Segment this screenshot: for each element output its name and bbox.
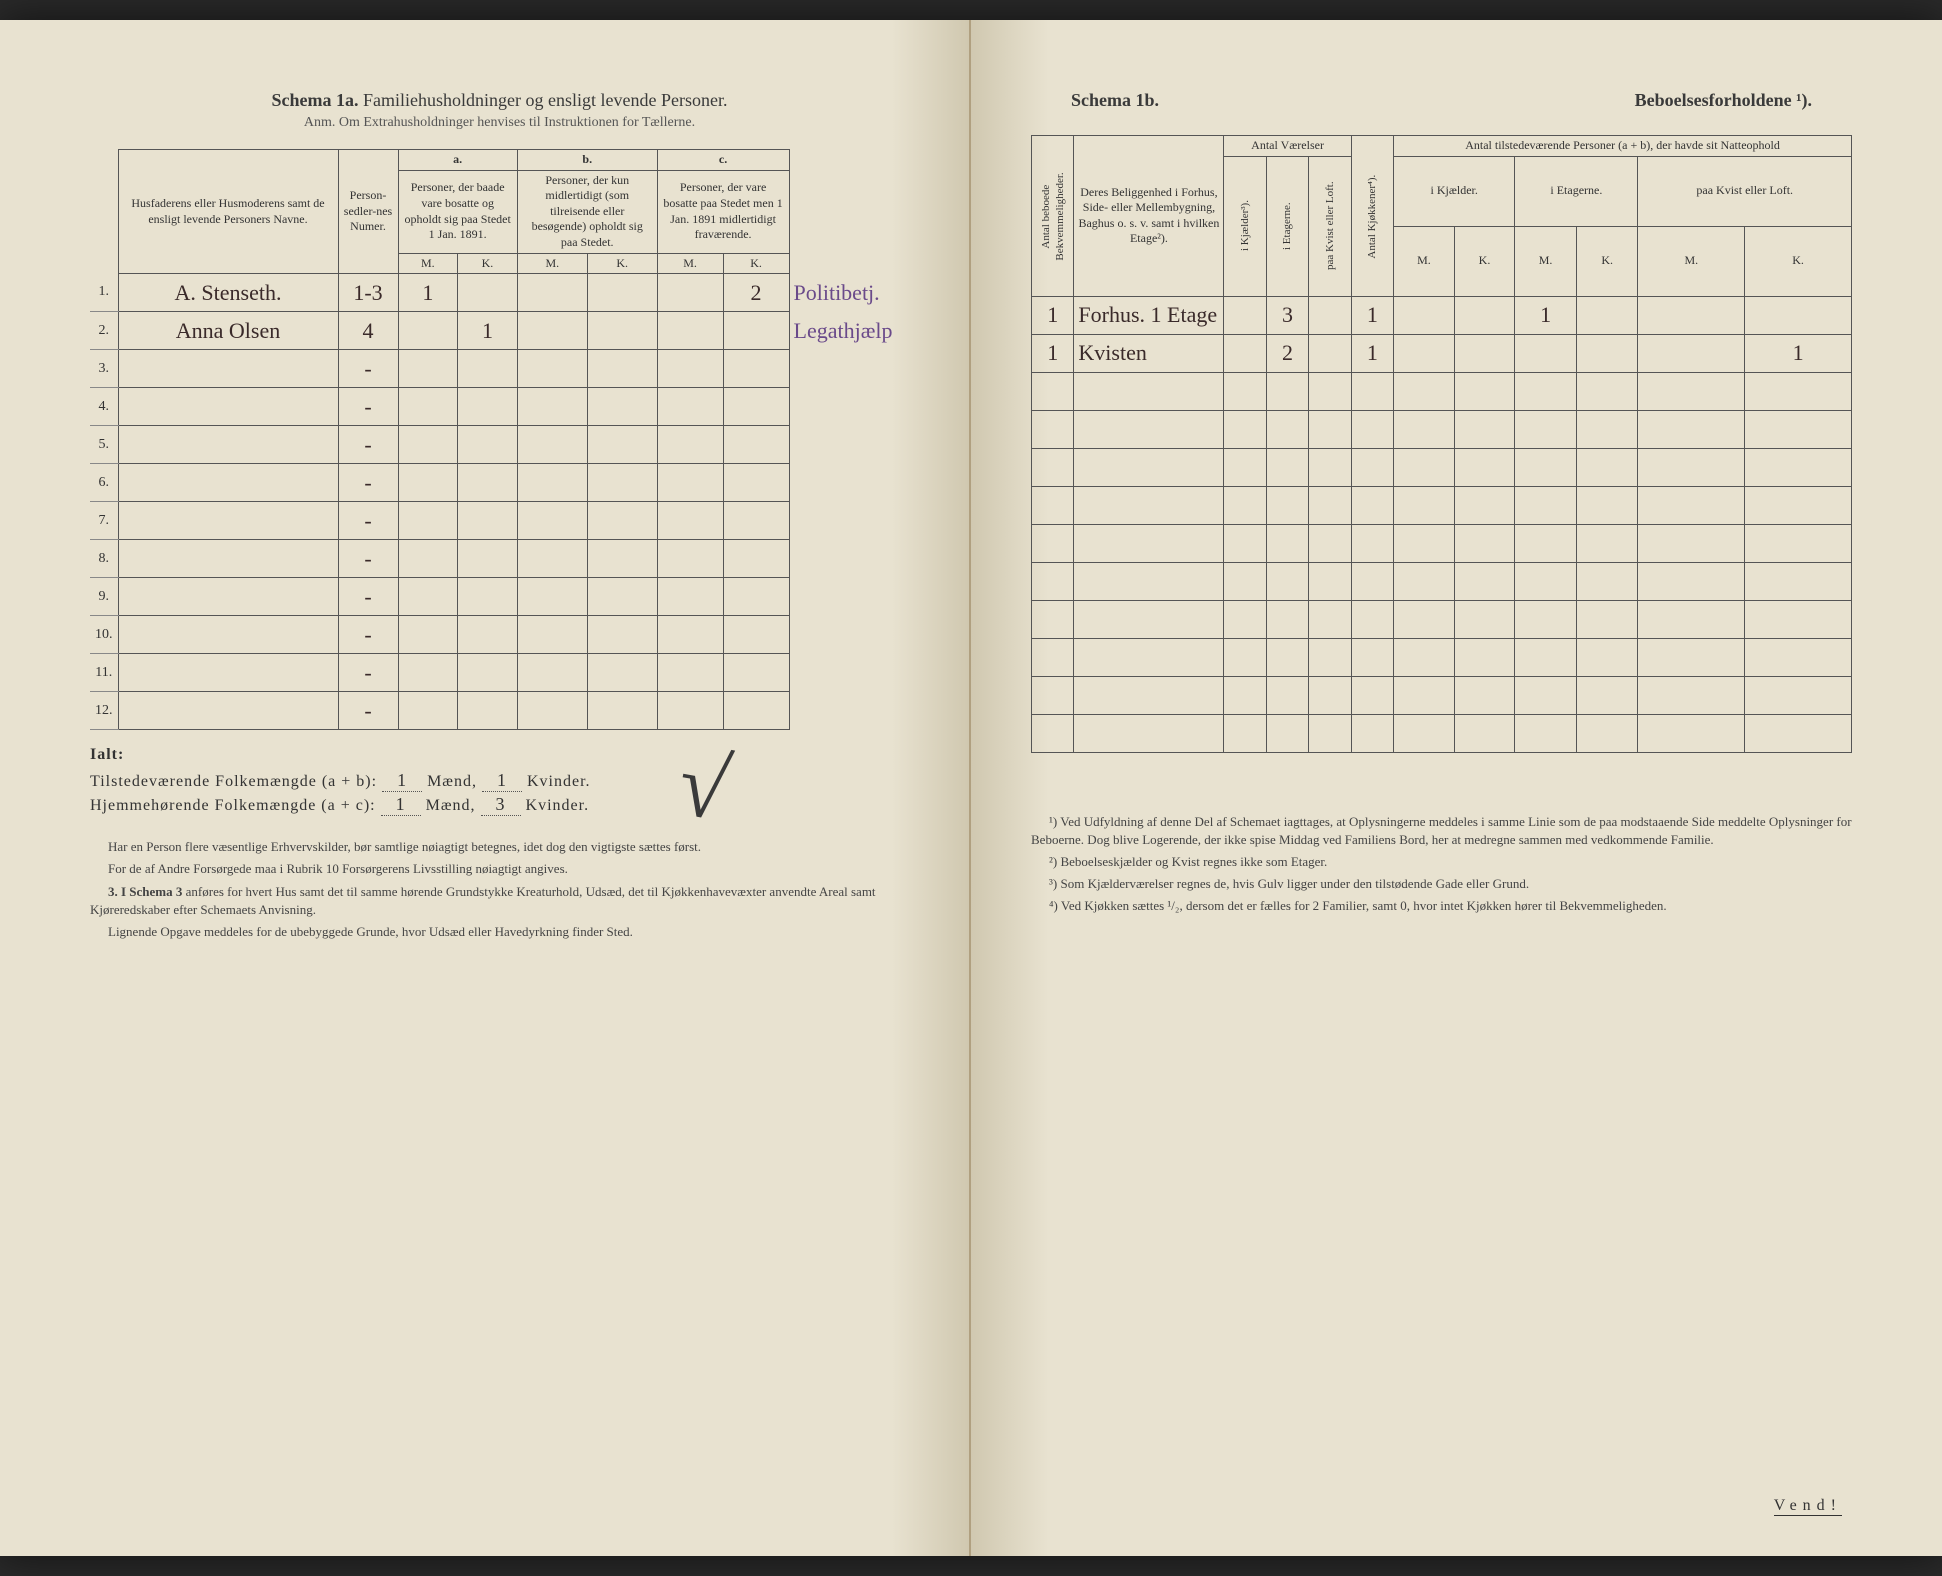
col-bekv: Antal beboede Bekvemmeligheder. bbox=[1032, 136, 1074, 297]
vend-label: Vend! bbox=[1774, 1497, 1842, 1516]
table-row bbox=[1032, 486, 1852, 524]
table-row bbox=[1032, 372, 1852, 410]
table-row: 7.- bbox=[90, 502, 909, 540]
table-row: 11.- bbox=[90, 654, 909, 692]
schema-1a-table: Husfaderens eller Husmoderens samt de en… bbox=[90, 149, 909, 730]
table-row: 9.- bbox=[90, 578, 909, 616]
col-kjokken: Antal Kjøkkener⁴). bbox=[1351, 136, 1393, 297]
table-row bbox=[1032, 600, 1852, 638]
census-book-spread: Schema 1a. Familiehusholdninger og ensli… bbox=[0, 20, 1942, 1556]
ialt-summary: Ialt: Tilstedeværende Folkemængde (a + b… bbox=[90, 746, 909, 816]
table-row bbox=[1032, 562, 1852, 600]
col-beligg: Deres Beliggenhed i Forhus, Side- eller … bbox=[1074, 136, 1224, 297]
schema-1b-title: Schema 1b. Beboelsesforholdene ¹). bbox=[1031, 90, 1852, 111]
table-row bbox=[1032, 524, 1852, 562]
table-row bbox=[1032, 714, 1852, 752]
left-footnotes: Har en Person flere væsentlige Erhvervsk… bbox=[90, 838, 909, 941]
table-row: 10.- bbox=[90, 616, 909, 654]
table-row: 1.A. Stenseth.1-312Politibetj. bbox=[90, 274, 909, 312]
table-row bbox=[1032, 448, 1852, 486]
table-row: 1Kvisten211 bbox=[1032, 334, 1852, 372]
table-row: 2.Anna Olsen41Legathjælp bbox=[90, 312, 909, 350]
table-row bbox=[1032, 676, 1852, 714]
col-sedler: Person-sedler-nes Numer. bbox=[338, 150, 398, 274]
table-row: 8.- bbox=[90, 540, 909, 578]
schema-1b-table: Antal beboede Bekvemmeligheder. Deres Be… bbox=[1031, 135, 1852, 753]
schema-1a-title: Schema 1a. Familiehusholdninger og ensli… bbox=[90, 90, 909, 111]
table-row bbox=[1032, 410, 1852, 448]
right-footnotes: ¹) Ved Udfyldning af denne Del af Schema… bbox=[1031, 813, 1852, 916]
table-row: 1Forhus. 1 Etage311 bbox=[1032, 296, 1852, 334]
table-row: 3.- bbox=[90, 350, 909, 388]
table-row: 5.- bbox=[90, 426, 909, 464]
table-row bbox=[1032, 638, 1852, 676]
table-row: 12.- bbox=[90, 692, 909, 730]
right-page: Schema 1b. Beboelsesforholdene ¹). Antal… bbox=[971, 20, 1942, 1556]
col-name: Husfaderens eller Husmoderens samt de en… bbox=[118, 150, 338, 274]
table-row: 6.- bbox=[90, 464, 909, 502]
table-row: 4.- bbox=[90, 388, 909, 426]
schema-1a-subtitle: Anm. Om Extrahusholdninger henvises til … bbox=[90, 115, 909, 131]
left-page: Schema 1a. Familiehusholdninger og ensli… bbox=[0, 20, 971, 1556]
